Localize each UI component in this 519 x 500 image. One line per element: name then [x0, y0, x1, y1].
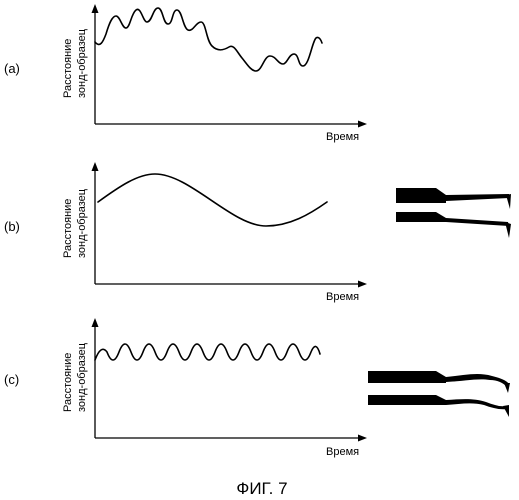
- panel-c-tip-lower: [503, 405, 509, 417]
- panel-c-cantilever-lower: [446, 399, 507, 409]
- panel-b-tip-upper: [506, 194, 511, 209]
- panel-c-x-arrow: [358, 435, 367, 442]
- panel-c-probe-holder-upper: [368, 371, 446, 383]
- panel-a-x-arrow: [358, 121, 367, 128]
- panel-c-cantilever-upper: [446, 374, 509, 386]
- panel-b-probe-holder-lower: [396, 212, 446, 222]
- panel-a-y-arrow: [92, 4, 99, 13]
- panel-b-probe-illustration: [396, 188, 511, 238]
- panel-b-ylabel-line2: зонд-образец: [76, 188, 88, 258]
- panel-c: (c) Расстояние зонд-образец Время: [4, 318, 510, 458]
- panel-c-probe-illustration: [368, 371, 510, 417]
- panel-a-ylabel-line1: Расстояние: [62, 39, 74, 98]
- panel-b: (b) Расстояние зонд-образец Время: [4, 162, 511, 303]
- panel-a: (a) Расстояние зонд-образец Время: [4, 4, 367, 143]
- panel-c-probe-holder-lower: [368, 395, 446, 405]
- panel-c-xlabel: Время: [326, 446, 359, 458]
- panel-b-x-arrow: [358, 281, 367, 288]
- panel-a-signal-curve: [95, 8, 322, 71]
- panel-c-label: (c): [4, 372, 19, 387]
- panel-b-tip-lower: [505, 222, 511, 238]
- panel-c-ylabel-line1: Расстояние: [62, 353, 74, 412]
- panel-a-label: (a): [4, 61, 20, 76]
- panel-b-label: (b): [4, 219, 20, 234]
- panel-b-ylabel-line1: Расстояние: [62, 199, 74, 258]
- panel-c-ylabel-line2: зонд-образец: [76, 342, 88, 412]
- panel-b-signal-curve: [98, 174, 327, 226]
- panel-b-probe-holder-upper: [396, 188, 446, 203]
- panel-a-xlabel: Время: [326, 131, 359, 143]
- panel-b-y-arrow: [92, 162, 99, 171]
- panel-b-cantilever-upper: [446, 194, 510, 201]
- panel-c-tip-upper: [504, 383, 510, 393]
- figure-caption: ФИГ. 7: [236, 479, 287, 498]
- panel-b-xlabel: Время: [326, 291, 359, 303]
- panel-b-cantilever-lower: [446, 218, 509, 226]
- panel-a-ylabel-line2: зонд-образец: [76, 28, 88, 98]
- panel-c-y-arrow: [92, 318, 99, 327]
- panel-c-signal-curve: [95, 344, 320, 360]
